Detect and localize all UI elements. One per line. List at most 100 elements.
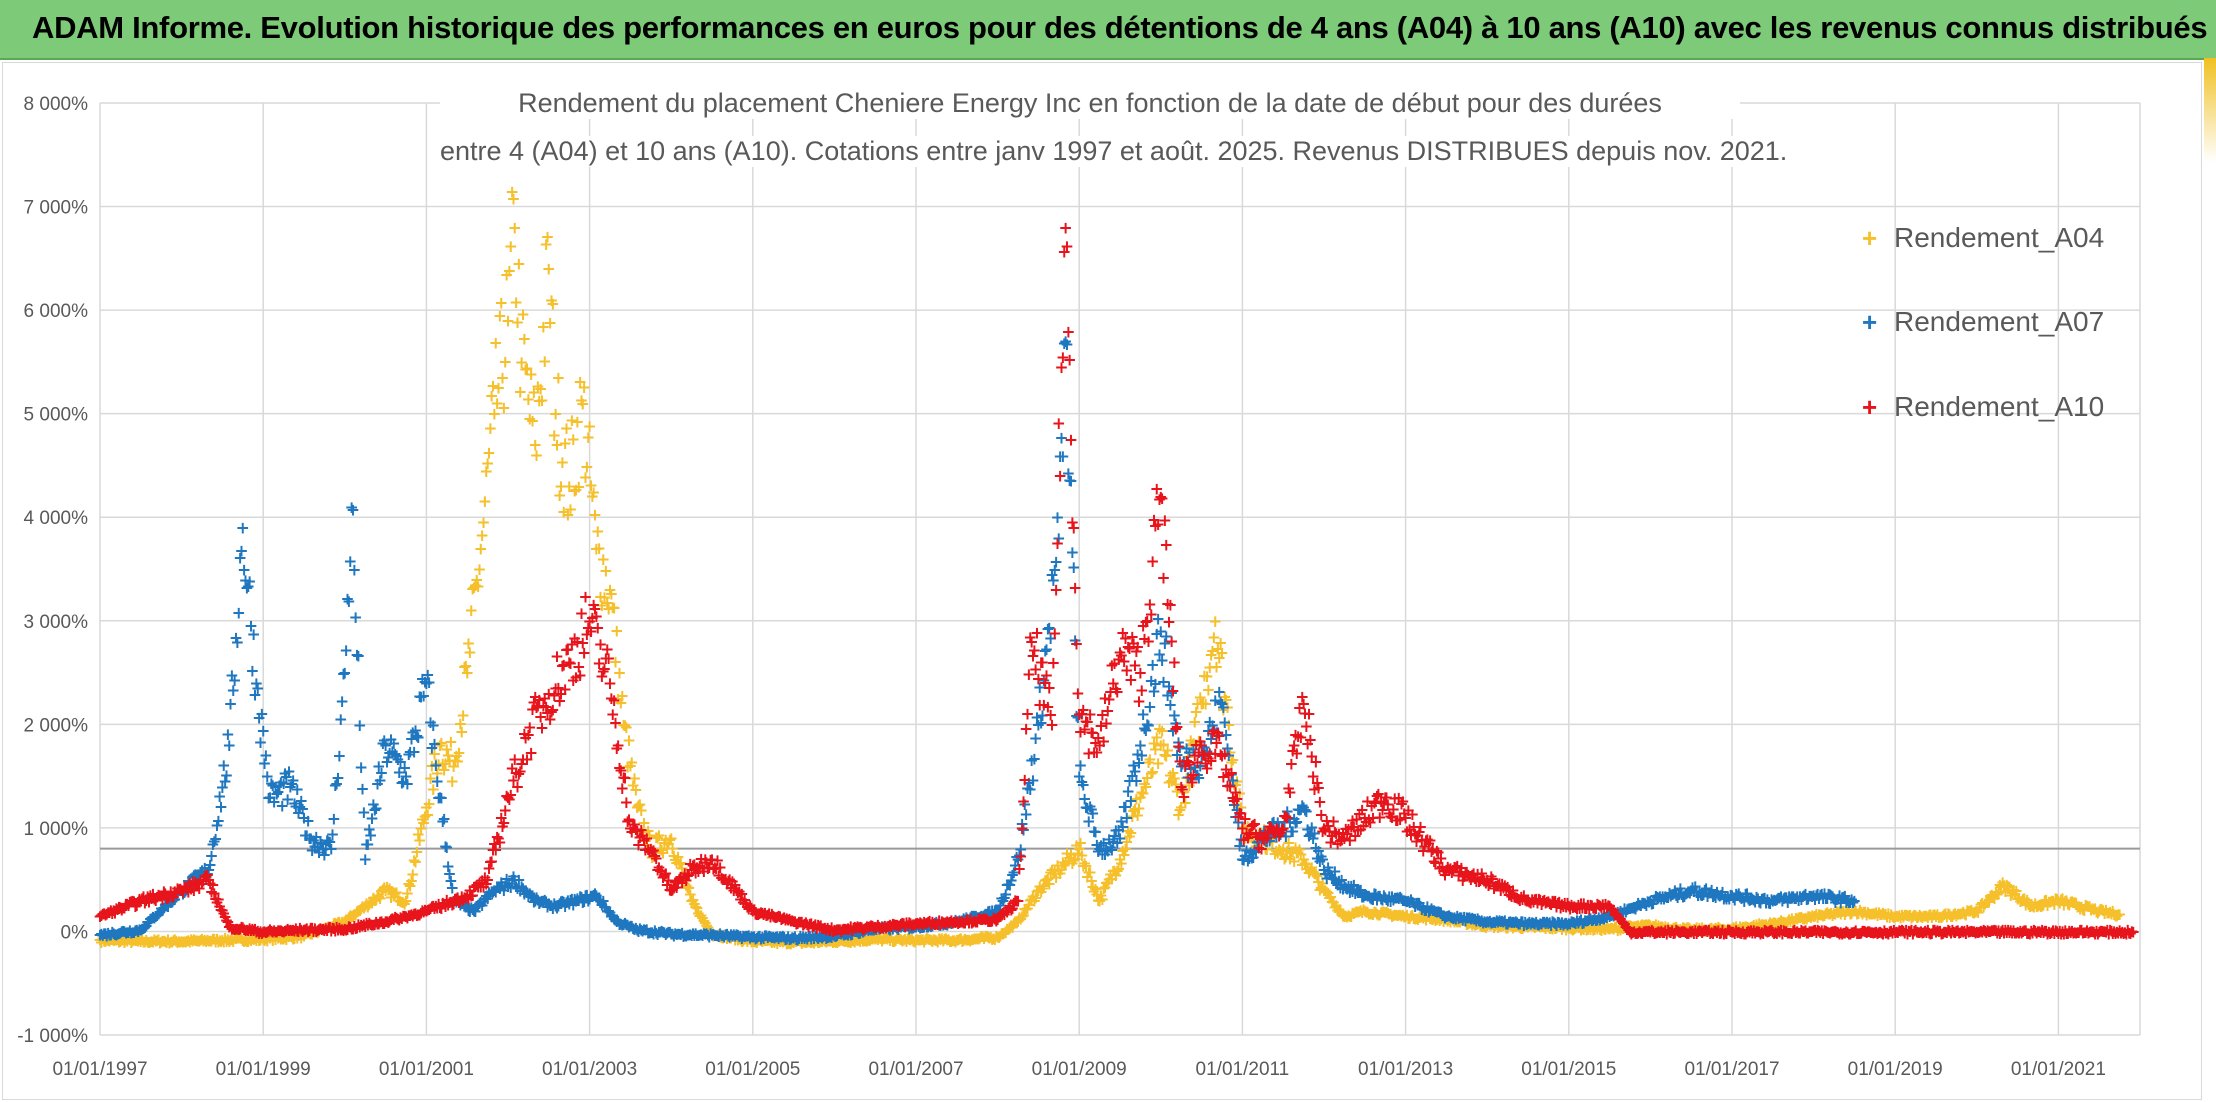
data-point: +	[1052, 860, 1066, 880]
scatter-mark: +	[166, 931, 180, 951]
scatter-mark: +	[188, 931, 202, 951]
scatter-mark: +	[1144, 605, 1158, 625]
scatter-mark: +	[543, 313, 557, 333]
scatter-mark: +	[143, 933, 157, 953]
scatter-mark: +	[151, 930, 165, 950]
chart-title: Rendement du placement Cheniere Energy I…	[440, 88, 1740, 119]
data-point: +	[576, 394, 590, 414]
scatter-mark: +	[427, 734, 441, 754]
scatter-mark: +	[131, 931, 145, 951]
scatter-mark: +	[264, 927, 278, 947]
scatter-mark: +	[111, 930, 125, 950]
scatter-mark: +	[524, 744, 538, 764]
legend-item-a10: + Rendement_A10	[1862, 391, 2104, 423]
scatter-mark: +	[1048, 624, 1062, 644]
scatter-mark: +	[608, 714, 622, 734]
scatter-mark: +	[346, 501, 360, 521]
legend-marker-a07: +	[1862, 307, 1884, 338]
data-point: +	[236, 519, 250, 539]
scatter-mark: +	[259, 930, 273, 950]
scatter-mark: +	[276, 929, 290, 949]
data-point: +	[1970, 902, 1984, 922]
x-tick-label: 01/01/2019	[1848, 1059, 1943, 1080]
data-point: +	[528, 436, 542, 456]
scatter-mark: +	[126, 932, 140, 952]
scatter-mark: +	[540, 227, 554, 247]
data-point: +	[1521, 917, 1535, 937]
scatter-mark: +	[232, 929, 246, 949]
x-tick-label: 01/01/2017	[1684, 1059, 1779, 1080]
data-point: +	[446, 757, 460, 777]
scatter-mark: +	[582, 417, 596, 437]
scatter-mark: +	[123, 930, 137, 950]
scatter-mark: +	[104, 930, 118, 950]
data-point: +	[909, 931, 923, 951]
scatter-mark: +	[225, 930, 239, 950]
scatter-mark: +	[472, 560, 486, 580]
scatter-mark: +	[327, 809, 341, 829]
scatter-mark: +	[1016, 792, 1030, 812]
scatter-mark: +	[177, 932, 191, 952]
scatter-mark: +	[587, 483, 601, 503]
data-point: +	[1398, 907, 1412, 927]
scatter-mark: +	[241, 932, 255, 952]
scatter-mark: +	[482, 444, 496, 464]
scatter-mark: +	[204, 931, 218, 951]
scatter-mark: +	[213, 931, 227, 951]
scatter-mark: +	[238, 931, 252, 951]
scatter-mark: +	[253, 930, 267, 950]
scatter-mark: +	[242, 930, 256, 950]
series-layer: + + + + + +++++++++++++++++++++++++++ + + + + + + ++…	[93, 183, 2140, 955]
scatter-mark: +	[599, 561, 613, 581]
data-point: +	[1174, 798, 1188, 818]
scatter-mark: +	[1124, 791, 1138, 811]
scatter-mark: +	[128, 931, 142, 951]
scatter-mark: +	[150, 931, 164, 951]
scatter-mark: +	[255, 928, 269, 948]
data-point: +	[1296, 850, 1310, 870]
scatter-mark: +	[353, 716, 367, 736]
scatter-mark: +	[251, 679, 265, 699]
page-edge-decoration	[2204, 58, 2216, 1102]
scatter-mark: +	[512, 254, 526, 274]
scatter-mark: +	[168, 930, 182, 950]
scatter-mark: +	[161, 930, 175, 950]
scatter-mark: +	[140, 932, 154, 952]
y-tick-label: 0%	[61, 922, 89, 943]
scatter-mark: +	[1141, 716, 1155, 736]
scatter-mark: +	[142, 933, 156, 953]
scatter-mark: +	[452, 744, 466, 764]
data-point: +	[603, 581, 617, 601]
scatter-mark: +	[1129, 771, 1143, 791]
scatter-mark: +	[221, 725, 235, 745]
data-point: +	[2112, 905, 2126, 925]
scatter-mark: +	[1060, 237, 1074, 257]
data-point: +	[786, 933, 800, 953]
data-point: +	[664, 829, 678, 849]
scatter-mark: +	[1049, 552, 1063, 572]
legend-marker-a04: +	[1862, 223, 1884, 254]
scatter-mark: +	[607, 691, 621, 711]
scatter-mark: +	[98, 932, 112, 952]
scatter-mark: +	[563, 500, 577, 520]
scatter-mark: +	[354, 758, 368, 778]
x-tick-label: 01/01/2011	[1196, 1059, 1290, 1080]
scatter-mark: +	[117, 933, 131, 953]
scatter-mark: +	[169, 932, 183, 952]
scatter-mark: +	[219, 766, 233, 786]
scatter-mark: +	[483, 419, 497, 439]
data-point: +	[508, 218, 522, 238]
scatter-mark: +	[136, 932, 150, 952]
data-point: +	[589, 539, 603, 559]
scatter-mark: +	[1224, 764, 1238, 784]
scatter-mark: +	[1010, 892, 1024, 912]
data-point: +	[542, 260, 556, 280]
data-point: +	[868, 930, 882, 950]
data-point: +	[705, 925, 719, 945]
scatter-mark: +	[270, 927, 284, 947]
data-point: +	[616, 715, 630, 735]
scatter-mark: +	[1014, 847, 1028, 867]
scatter-mark: +	[334, 710, 348, 730]
scatter-mark: +	[113, 932, 127, 952]
data-point: +	[746, 932, 760, 952]
